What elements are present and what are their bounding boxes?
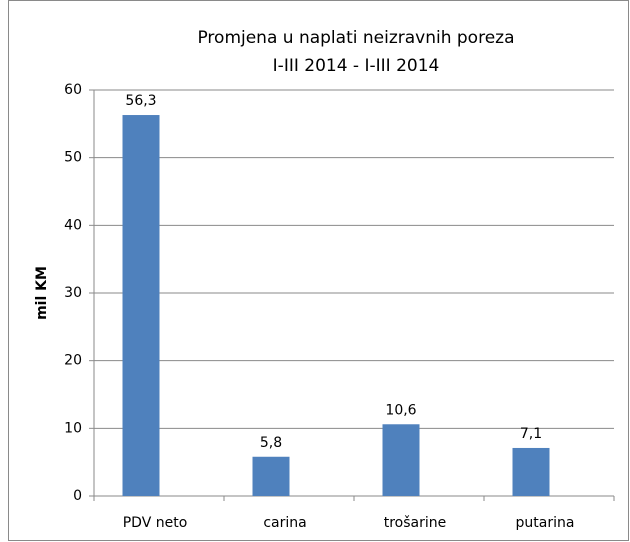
y-tick-label: 40 <box>64 217 82 233</box>
bar <box>512 447 550 496</box>
data-label: 56,3 <box>125 93 156 109</box>
bar <box>122 115 160 496</box>
x-tick-label: carina <box>263 515 306 531</box>
chart-subtitle: I-III 2014 - I-III 2014 <box>273 56 440 76</box>
y-tick-label: 50 <box>64 150 82 166</box>
bar <box>382 424 420 496</box>
y-tick-label: 60 <box>64 82 82 98</box>
x-tick-label: PDV neto <box>123 515 188 531</box>
y-tick-label: 20 <box>64 353 82 369</box>
y-tick-label: 0 <box>73 488 82 504</box>
x-tick-label: putarina <box>516 515 575 531</box>
data-label: 10,6 <box>385 402 416 418</box>
data-label: 7,1 <box>520 426 542 442</box>
y-tick-label: 30 <box>64 285 82 301</box>
data-label: 5,8 <box>260 435 282 451</box>
y-tick-label: 10 <box>64 420 82 436</box>
chart-title: Promjena u naplati neizravnih poreza <box>197 28 514 48</box>
y-axis-label: mil KM <box>34 266 50 320</box>
bar <box>252 456 290 496</box>
x-tick-label: trošarine <box>384 515 447 531</box>
